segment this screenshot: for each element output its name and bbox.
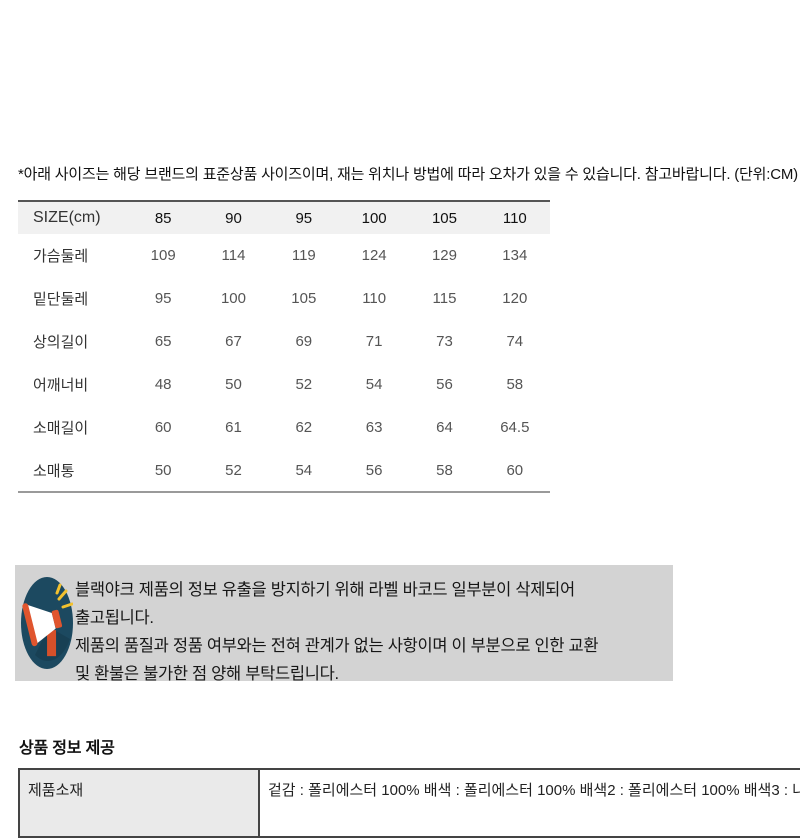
measure-value: 60	[154, 419, 172, 436]
measure-label: 소매통	[33, 462, 75, 480]
size-chart-header-row: SIZE(cm) 85 90 95 100 105 110	[18, 201, 550, 234]
measure-value: 63	[365, 419, 383, 436]
measure-value: 58	[506, 376, 524, 393]
measure-value: 124	[361, 247, 387, 264]
notice-text: 블랙야크 제품의 정보 유출을 방지하기 위해 라벨 바코드 일부분이 삭제되어…	[75, 576, 665, 688]
measure-value: 64	[436, 419, 453, 436]
size-chart-header-label: SIZE(cm)	[18, 201, 128, 234]
measure-value: 129	[431, 247, 457, 264]
measure-value: 69	[295, 333, 313, 350]
notice-line: 블랙야크 제품의 정보 유출을 방지하기 위해 라벨 바코드 일부분이 삭제되어	[75, 581, 575, 599]
measure-label: 상의길이	[33, 334, 89, 351]
notice-line: 출고됩니다.	[75, 609, 154, 627]
measure-value: 54	[295, 461, 313, 479]
size-chart-header-cell: 90	[198, 201, 269, 234]
measure-value: 62	[295, 419, 313, 436]
size-disclaimer-note: *아래 사이즈는 해당 브랜드의 표준상품 사이즈이며, 재는 위치나 방법에 …	[18, 166, 798, 183]
measure-value: 54	[365, 376, 383, 393]
measure-value: 73	[436, 333, 453, 350]
size-chart-header-cell: 95	[268, 201, 339, 234]
product-info-heading: 상품 정보 제공	[19, 740, 115, 757]
megaphone-icon	[21, 577, 74, 669]
size-chart-header-cell: 110	[479, 201, 550, 234]
measure-value: 65	[154, 333, 172, 350]
info-value: 겉감 : 폴리에스터 100% 배색 : 폴리에스터 100% 배색2 : 폴리…	[258, 768, 800, 838]
measure-label: 소매길이	[33, 420, 89, 437]
table-row: 어깨너비 48 50 52 54 56 58	[18, 363, 550, 406]
measure-value: 64.5	[500, 419, 530, 436]
measure-value: 110	[362, 290, 387, 307]
size-chart-table: SIZE(cm) 85 90 95 100 105 110 가슴둘레 109 1…	[18, 200, 550, 493]
measure-label: 가슴둘레	[33, 248, 89, 265]
measure-value: 52	[295, 376, 313, 393]
product-detail-page: { "size_note": "*아래 사이즈는 해당 브랜드의 표준상품 사이…	[15, 166, 800, 838]
measure-value: 71	[365, 333, 383, 350]
product-info-table: 제품소재 겉감 : 폴리에스터 100% 배색 : 폴리에스터 100% 배색2…	[18, 768, 800, 838]
size-chart-header-cell: 105	[409, 201, 480, 234]
measure-label: 어깨너비	[33, 377, 89, 394]
barcode-notice-box: 블랙야크 제품의 정보 유출을 방지하기 위해 라벨 바코드 일부분이 삭제되어…	[15, 565, 673, 683]
measure-value: 105	[291, 290, 317, 307]
measure-value: 58	[436, 461, 453, 479]
measure-value: 95	[154, 290, 172, 307]
measure-value: 67	[225, 333, 242, 350]
measure-value: 56	[365, 461, 383, 479]
measure-value: 74	[506, 333, 524, 350]
table-row: 가슴둘레 109 114 119 124 129 134	[18, 234, 550, 277]
measure-value: 134	[502, 247, 528, 264]
table-row: 상의길이 65 67 69 71 73 74	[18, 320, 550, 363]
table-row: 밑단둘레 95 100 105 110 115 120	[18, 277, 550, 320]
table-row: 소매통 50 52 54 56 58 60	[18, 449, 550, 492]
measure-value: 114	[221, 247, 246, 264]
measure-value: 119	[291, 247, 316, 264]
notice-line: 및 환불은 불가한 점 양해 부탁드립니다.	[75, 665, 339, 683]
measure-value: 61	[225, 419, 242, 436]
measure-value: 52	[225, 461, 242, 479]
size-chart-header-cell: 85	[128, 201, 199, 234]
table-row: 소매길이 60 61 62 63 64 64.5	[18, 406, 550, 449]
measure-value: 50	[154, 461, 172, 479]
measure-value: 60	[506, 461, 524, 479]
size-chart-header-cell: 100	[338, 201, 410, 234]
info-label: 제품소재	[18, 768, 260, 838]
measure-value: 115	[432, 290, 457, 307]
measure-value: 100	[220, 290, 246, 307]
measure-value: 109	[150, 247, 176, 264]
measure-label: 밑단둘레	[33, 291, 89, 308]
table-row: 제품소재 겉감 : 폴리에스터 100% 배색 : 폴리에스터 100% 배색2…	[18, 768, 800, 838]
measure-value: 48	[154, 376, 172, 393]
measure-value: 120	[502, 290, 528, 307]
measure-value: 56	[436, 376, 453, 393]
notice-line: 제품의 품질과 정품 여부와는 전혀 관계가 없는 사항이며 이 부분으로 인한…	[75, 637, 599, 655]
measure-value: 50	[225, 376, 242, 393]
